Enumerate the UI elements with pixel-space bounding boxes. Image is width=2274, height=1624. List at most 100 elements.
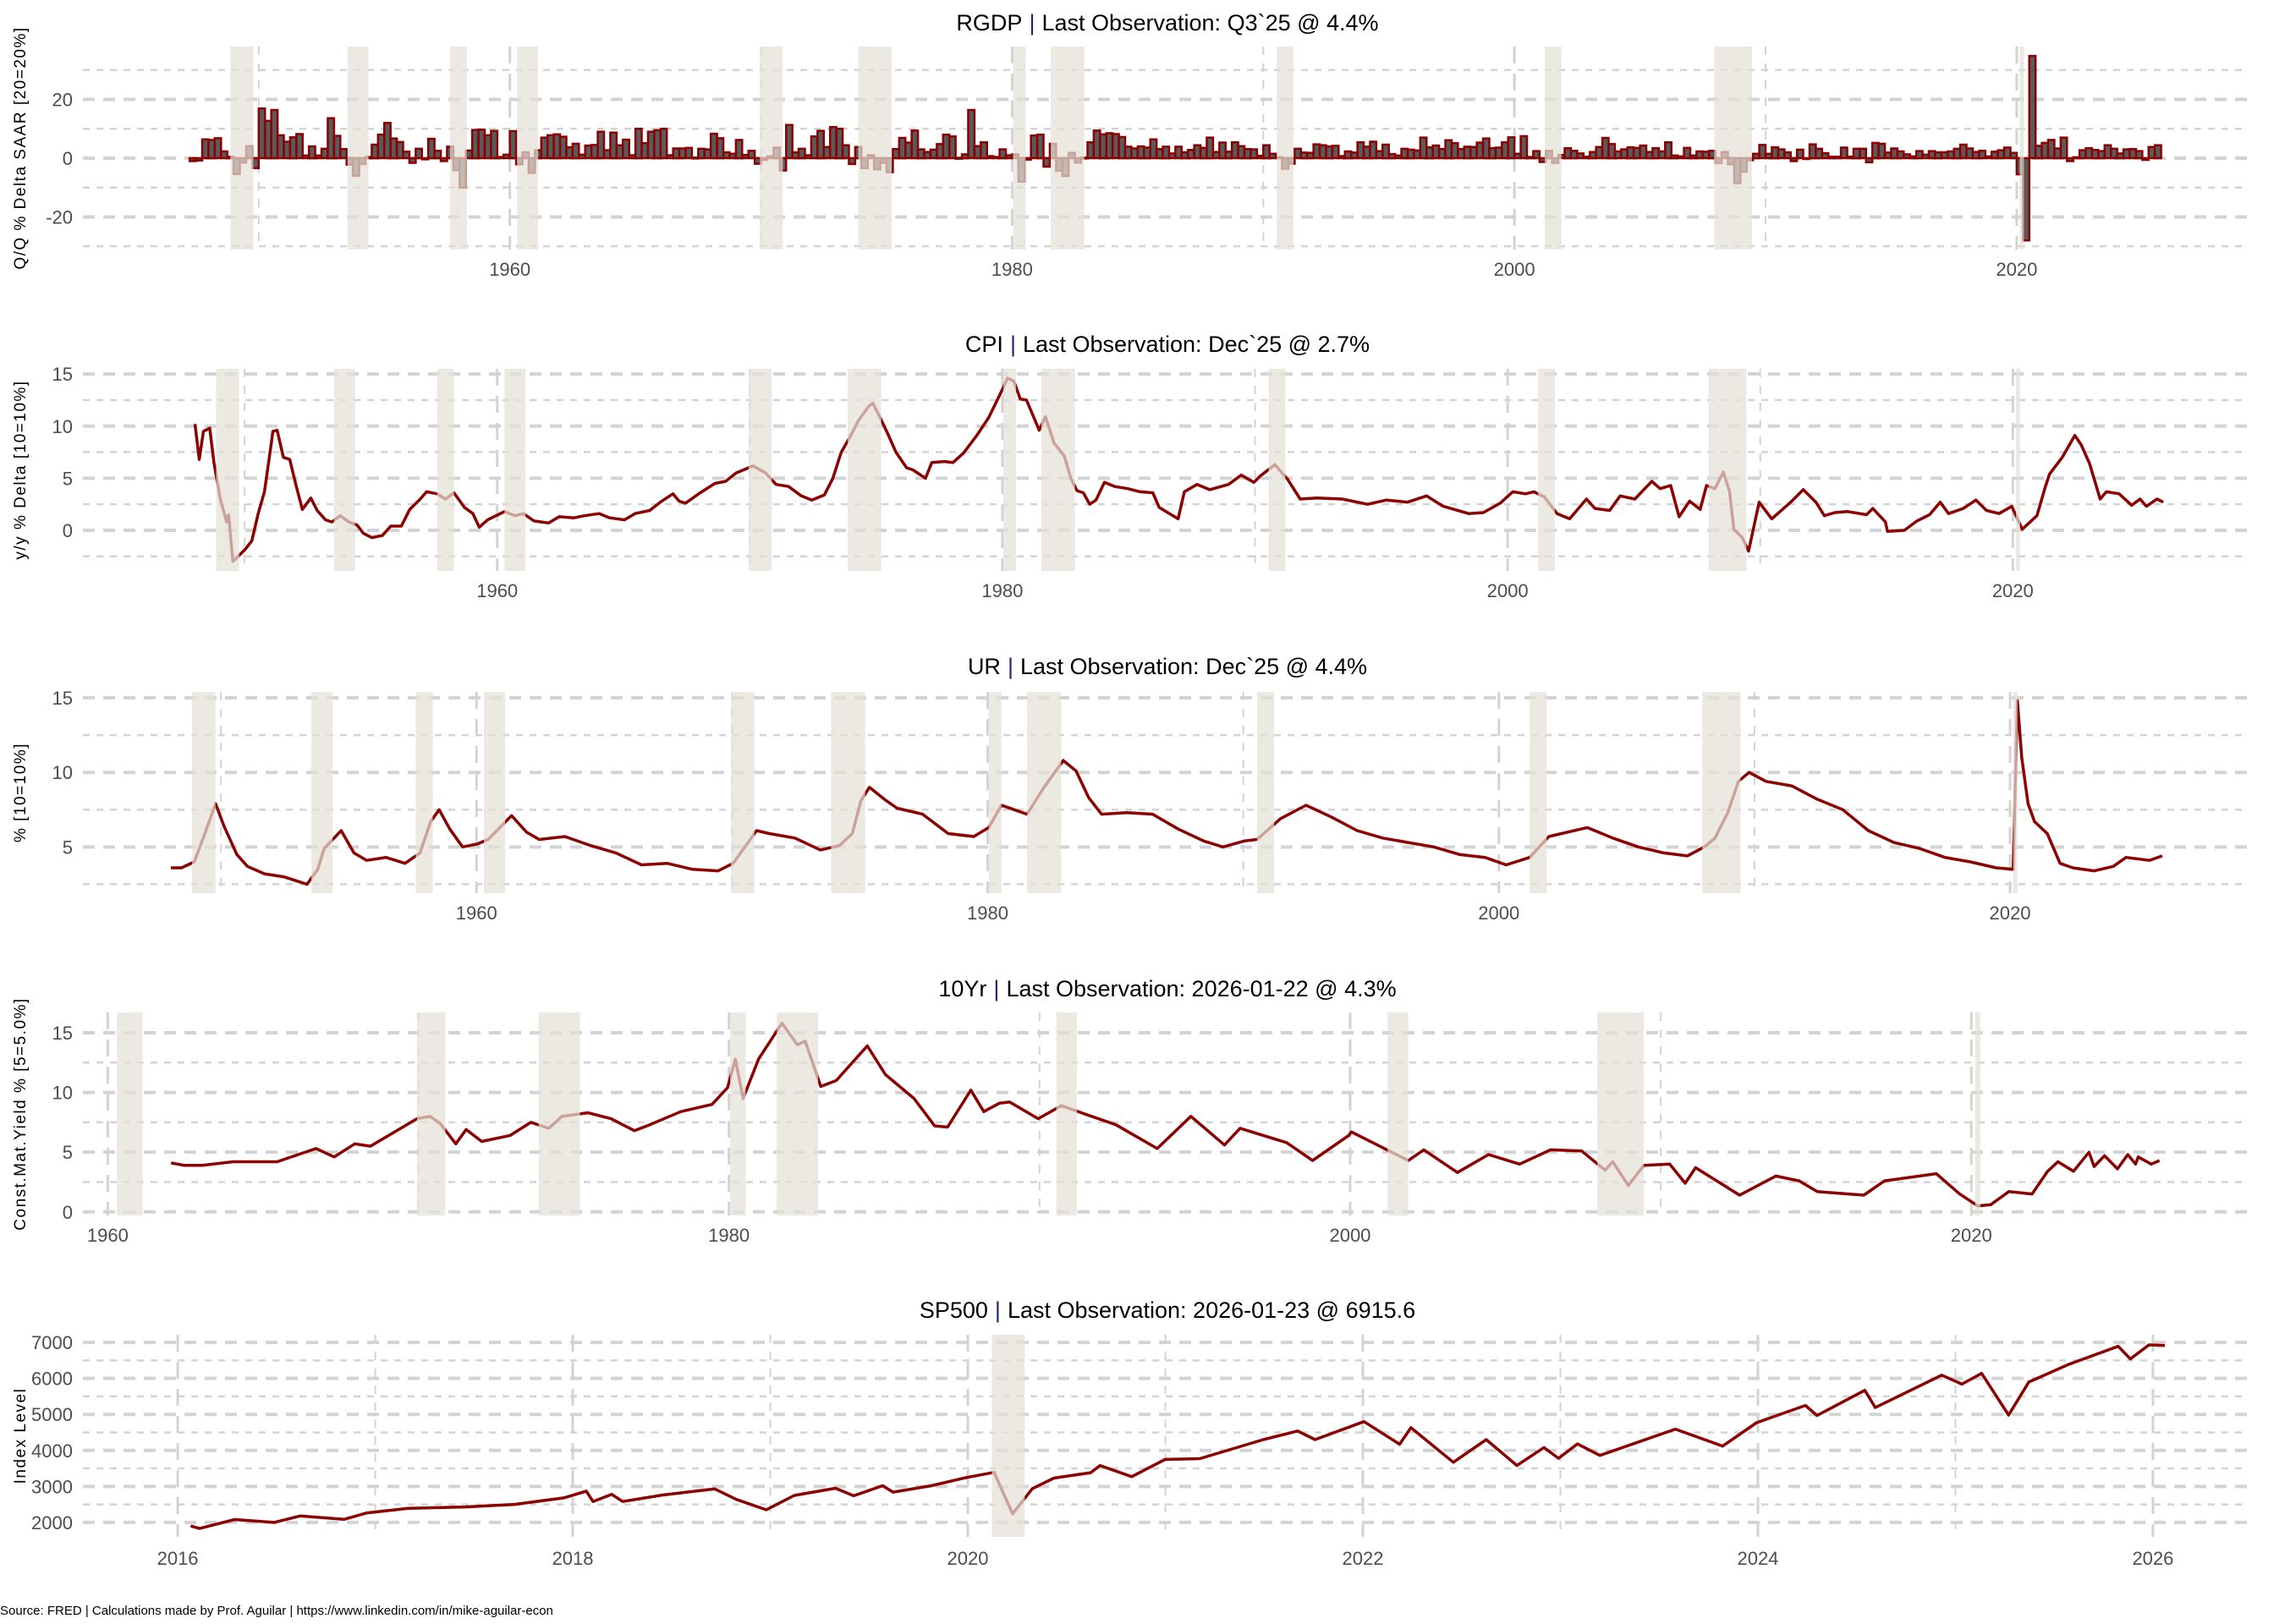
recession-shade	[1544, 47, 1562, 250]
gdp-bar	[1839, 146, 1848, 160]
recession-shade	[333, 369, 355, 571]
recession-shade	[415, 692, 433, 893]
recession-shade	[1041, 369, 1075, 571]
gdp-bar	[307, 145, 316, 160]
panel-rgdp: -20 0 20 1960 1980 2000 2020 Q/Q % Delta SAAR […	[12, 10, 2248, 280]
title-last-observation: Last Observation: Q3`25 @ 4.4%	[1041, 10, 1378, 36]
recession-shade	[1027, 692, 1062, 893]
gdp-bar	[1783, 151, 1792, 160]
gdp-bar	[1795, 148, 1804, 160]
x-tick-label: 1980	[967, 903, 1008, 924]
panel-title: CPI | Last Observation: Dec`25 @ 2.7%	[965, 332, 1370, 357]
title-series-name: UR	[968, 654, 1001, 679]
recession-shade	[2015, 369, 2020, 571]
recession-shade	[192, 692, 216, 893]
source-footer: Source: FRED | Calculations made by Prof…	[0, 1604, 553, 1618]
y-tick-label: 2000	[31, 1512, 73, 1533]
gdp-bar	[2066, 156, 2074, 162]
gdp-bar	[747, 150, 756, 160]
gdp-bar	[734, 139, 744, 160]
title-separator: |	[995, 1298, 1001, 1323]
y-tick-label: 6000	[31, 1369, 73, 1390]
x-tick-label: 2024	[1737, 1548, 1778, 1569]
y-tick-label: 0	[63, 148, 73, 169]
recession-shade	[831, 692, 865, 893]
recession-shade	[730, 1012, 746, 1215]
gdp-bar	[1262, 144, 1271, 160]
y-axis-title: % [10=10%]	[12, 743, 30, 842]
x-tick-label: 1960	[476, 580, 518, 601]
panel-title: UR | Last Observation: Dec`25 @ 4.4%	[968, 654, 1367, 679]
title-last-observation: Last Observation: 2026-01-22 @ 4.3%	[1006, 976, 1396, 1001]
y-tick-label: 5	[63, 468, 73, 489]
recession-shade	[1277, 47, 1294, 250]
recession-shade	[311, 692, 333, 893]
ur-series-line	[170, 699, 2163, 886]
y-tick-label: 15	[52, 1023, 73, 1044]
x-tick-label: 2026	[2132, 1548, 2173, 1569]
gdp-bar	[2028, 54, 2037, 160]
x-tick-label: 2020	[1990, 903, 2031, 924]
title-last-observation: Last Observation: Dec`25 @ 4.4%	[1020, 654, 1367, 679]
gdp-bar	[439, 156, 448, 162]
gdp-bar	[967, 108, 976, 160]
recession-shade	[437, 369, 454, 571]
gdp-bar	[1331, 145, 1340, 160]
y-tick-label: 7000	[31, 1332, 73, 1353]
gdp-bar	[2009, 151, 2019, 160]
panel-title: SP500 | Last Observation: 2026-01-23 @ 691…	[920, 1298, 1415, 1323]
gdp-bar	[816, 129, 826, 160]
gdp-bar	[1507, 136, 1516, 160]
recession-shade	[748, 369, 772, 571]
title-series-name: 10Yr	[938, 976, 986, 1001]
x-tick-label: 1980	[991, 259, 1033, 280]
recession-shade	[517, 47, 538, 250]
recession-shade	[858, 47, 893, 250]
x-tick-label: 2000	[1329, 1225, 1370, 1246]
recession-shade	[230, 47, 254, 250]
recession-shade	[116, 1012, 143, 1215]
title-last-observation: Last Observation: 2026-01-23 @ 6915.6	[1008, 1298, 1415, 1323]
gdp-bar	[716, 137, 725, 160]
y-tick-label: 15	[52, 364, 73, 385]
title-series-name: SP500	[920, 1298, 988, 1323]
recession-shade	[2019, 47, 2024, 250]
y-axis-title: Const.Mat.Yield % [5=5.0%]	[12, 997, 30, 1230]
gdp-bar	[1218, 141, 1227, 160]
recession-shade	[1013, 47, 1026, 250]
x-tick-label: 1960	[489, 259, 530, 280]
gdp-bar	[1206, 136, 1215, 160]
title-separator: |	[1010, 332, 1016, 357]
x-tick-label: 2000	[1494, 259, 1535, 280]
recession-shade	[1256, 692, 1275, 893]
x-tick-label: 2016	[157, 1548, 199, 1569]
x-tick-label: 1980	[981, 580, 1023, 601]
y-tick-label: 5	[63, 1142, 73, 1163]
recession-shade	[1051, 47, 1085, 250]
recession-shade	[1538, 369, 1555, 571]
recession-shade	[347, 47, 369, 250]
y-axis-title: Q/Q % Delta SAAR [20=20%]	[12, 26, 30, 269]
gdp-bar	[220, 150, 228, 160]
10yr-series-line	[170, 1021, 2161, 1208]
y-tick-label: 4000	[31, 1440, 73, 1462]
panel-title: 10Yr | Last Observation: 2026-01-22 @ 4.3%	[938, 976, 1396, 1001]
x-tick-label: 2020	[1992, 580, 2034, 601]
title-series-name: RGDP	[956, 10, 1022, 36]
recession-shade	[1530, 692, 1547, 893]
sp500-series-line	[190, 1343, 2166, 1530]
x-tick-label: 2020	[1996, 259, 2037, 280]
y-tick-label: 0	[63, 1202, 73, 1223]
recession-shade	[1056, 1012, 1078, 1215]
x-tick-label: 2000	[1478, 903, 1519, 924]
gdp-bar	[1978, 150, 1987, 160]
gdp-bar	[1532, 150, 1541, 160]
gdp-bar	[1042, 156, 1052, 168]
recession-shade	[1714, 47, 1752, 250]
recession-shade	[760, 47, 783, 250]
panel-ur: 5 10 15 1960 1980 2000 2020 % [10=10%] UR | Last O…	[12, 654, 2248, 924]
gdp-bar	[571, 142, 580, 160]
recession-shade	[1387, 1012, 1409, 1215]
panel-title: RGDP | Last Observation: Q3`25 @ 4.4%	[956, 10, 1378, 36]
